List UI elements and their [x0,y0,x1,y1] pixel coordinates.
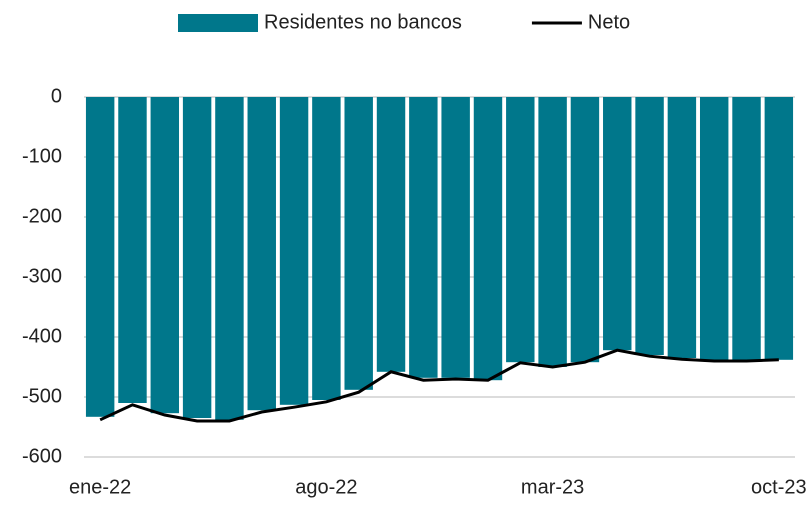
bar [699,97,729,360]
y-tick-label: -600 [22,445,62,467]
bar [376,97,406,372]
bar [409,97,438,378]
bar [247,97,276,411]
y-tick-label: -400 [22,325,62,347]
bar [635,97,664,355]
x-tick-label: oct-23 [751,476,807,498]
bar [764,97,794,360]
y-tick-label: 0 [51,85,62,107]
bar [506,97,535,363]
bar [150,97,180,414]
bar [603,97,632,351]
x-tick-label: ago-22 [295,476,357,498]
y-tick-label: -300 [22,265,62,287]
bar [279,97,309,405]
x-tick-label: mar-23 [521,476,584,498]
legend-swatch [178,14,258,32]
bar [538,97,567,367]
bar [312,97,341,400]
legend-label: Neto [588,11,630,33]
y-tick-label: -200 [22,205,62,227]
y-tick-label: -100 [22,145,62,167]
line [99,348,779,423]
bar [441,97,470,378]
bar [118,97,147,403]
bar [732,97,761,361]
bar [182,97,212,418]
y-tick-label: -500 [22,385,62,407]
bar [344,97,373,390]
bar [667,97,697,358]
bar [473,97,503,381]
legend-label: Residentes no bancos [264,11,462,33]
bar [570,97,600,363]
bar [215,97,244,420]
x-tick-label: ene-22 [69,476,131,498]
bar [85,97,115,417]
